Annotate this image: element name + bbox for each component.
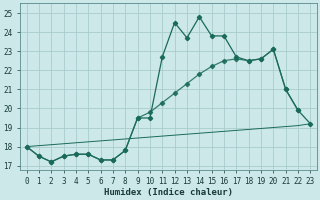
- X-axis label: Humidex (Indice chaleur): Humidex (Indice chaleur): [104, 188, 233, 197]
